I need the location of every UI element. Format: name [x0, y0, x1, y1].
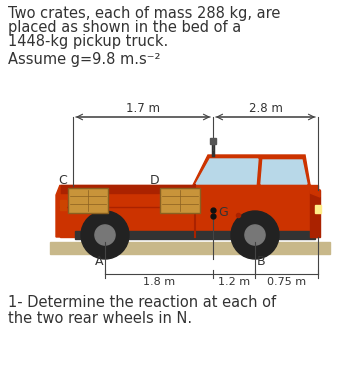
- Text: 2.8 m: 2.8 m: [248, 102, 282, 115]
- Text: B: B: [257, 255, 266, 268]
- Text: Assume g=9.8 m.s⁻²: Assume g=9.8 m.s⁻²: [8, 52, 161, 67]
- Polygon shape: [196, 159, 258, 184]
- Bar: [310, 190, 320, 237]
- Bar: [60, 200, 66, 210]
- Polygon shape: [56, 185, 60, 237]
- Text: 1- Determine the reaction at each of: 1- Determine the reaction at each of: [8, 295, 276, 310]
- Text: the two rear wheels in N.: the two rear wheels in N.: [8, 311, 192, 326]
- Polygon shape: [193, 155, 310, 185]
- Polygon shape: [261, 160, 307, 184]
- Polygon shape: [310, 185, 320, 197]
- Text: 1.7 m: 1.7 m: [126, 102, 160, 115]
- Text: C: C: [58, 174, 67, 187]
- Bar: [315, 205, 321, 213]
- Text: placed as shown in the bed of a: placed as shown in the bed of a: [8, 20, 241, 35]
- Bar: [75, 231, 315, 239]
- Circle shape: [81, 211, 129, 259]
- Bar: [68, 188, 108, 213]
- Text: 1448-kg pickup truck.: 1448-kg pickup truck.: [8, 34, 168, 49]
- Text: Two crates, each of mass 288 kg, are: Two crates, each of mass 288 kg, are: [8, 6, 280, 21]
- Circle shape: [245, 225, 265, 245]
- Text: D: D: [149, 174, 159, 187]
- Circle shape: [231, 211, 279, 259]
- Circle shape: [95, 225, 115, 245]
- Bar: [60, 185, 318, 237]
- Bar: [160, 188, 200, 213]
- Bar: [50, 242, 330, 254]
- Text: G: G: [218, 206, 228, 220]
- Text: 1.2 m: 1.2 m: [218, 277, 250, 287]
- Text: 1.8 m: 1.8 m: [143, 277, 175, 287]
- Bar: [60, 185, 193, 193]
- Text: 0.75 m: 0.75 m: [267, 277, 306, 287]
- Text: A: A: [94, 255, 103, 268]
